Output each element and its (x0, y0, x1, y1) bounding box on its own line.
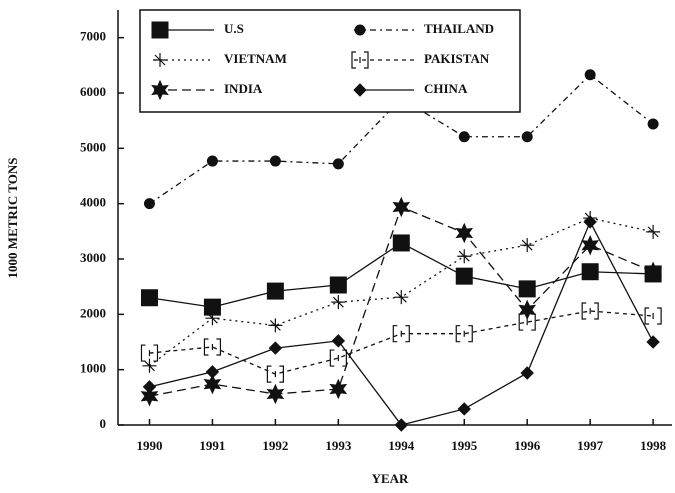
legend: U.S THAILAND VIETNAM PAKISTAN INDIA CHINA (139, 9, 521, 113)
marker (646, 224, 661, 239)
marker (329, 378, 348, 400)
x-tick-label: 1997 (577, 438, 604, 453)
y-tick-label: 5000 (80, 139, 106, 154)
y-tick-label: 6000 (80, 84, 106, 99)
marker (644, 307, 662, 325)
series-line (149, 310, 654, 375)
x-tick-label: 1995 (451, 438, 478, 453)
y-tick-label: 1000 (80, 361, 106, 376)
marker (140, 344, 159, 362)
marker (140, 385, 159, 407)
marker (329, 349, 347, 367)
series-line (149, 220, 654, 426)
marker (644, 261, 662, 282)
y-tick-label: 2000 (80, 305, 106, 320)
marker (392, 325, 410, 343)
marker (518, 299, 537, 321)
marker (203, 338, 222, 356)
marker (151, 21, 169, 39)
x-tick-label: 1994 (388, 438, 415, 453)
series-line (149, 217, 654, 367)
legend-box (139, 9, 521, 113)
y-tick-label: 3000 (80, 250, 106, 265)
marker (331, 334, 346, 348)
marker (205, 365, 220, 379)
marker (520, 238, 535, 253)
marker (266, 383, 285, 405)
marker (646, 335, 660, 349)
marker (329, 276, 347, 294)
legend-label: VIETNAM (224, 51, 287, 66)
marker (268, 341, 283, 355)
marker (581, 263, 599, 281)
marker (521, 131, 533, 143)
marker (142, 380, 157, 394)
x-axis-label: YEAR (372, 471, 409, 486)
marker (455, 222, 474, 244)
marker (266, 365, 284, 383)
legend-label: INDIA (224, 81, 263, 96)
marker (458, 131, 470, 143)
x-tick-label: 1996 (514, 438, 541, 453)
marker (394, 290, 409, 305)
marker (394, 418, 409, 432)
marker (203, 373, 222, 395)
marker (332, 158, 344, 170)
marker (353, 83, 367, 97)
x-tick-label: 1990 (136, 438, 162, 453)
y-tick-label: 4000 (80, 195, 106, 210)
marker (583, 215, 597, 229)
y-tick-label: 7000 (80, 29, 106, 44)
marker (455, 325, 473, 343)
marker (331, 295, 346, 310)
marker (647, 118, 659, 130)
marker (581, 302, 599, 320)
legend-label: U.S (224, 21, 244, 36)
marker (354, 24, 366, 36)
marker (268, 318, 283, 333)
marker (351, 51, 369, 69)
x-tick-label: 1993 (325, 438, 352, 453)
marker (457, 249, 472, 264)
marker (142, 358, 157, 373)
marker (392, 196, 411, 218)
marker (584, 69, 596, 81)
marker (206, 155, 218, 167)
y-tick-label: 0 (100, 416, 107, 431)
marker (266, 282, 284, 300)
x-tick-label: 1992 (262, 438, 288, 453)
marker (143, 198, 155, 210)
marker (269, 155, 281, 167)
marker (457, 402, 471, 416)
legend-label: PAKISTAN (424, 51, 490, 66)
marker (151, 79, 169, 101)
marker (520, 366, 534, 380)
x-tick-label: 1998 (640, 438, 667, 453)
marker (153, 53, 167, 67)
legend-label: CHINA (424, 81, 468, 96)
x-tick-label: 1991 (199, 438, 225, 453)
marker (140, 289, 158, 307)
y-axis-label: 1000 METRIC TONS (5, 158, 20, 279)
marker (205, 311, 220, 326)
legend-label: THAILAND (424, 21, 494, 36)
marker (518, 280, 536, 298)
marker (455, 267, 473, 285)
marker (392, 234, 410, 252)
